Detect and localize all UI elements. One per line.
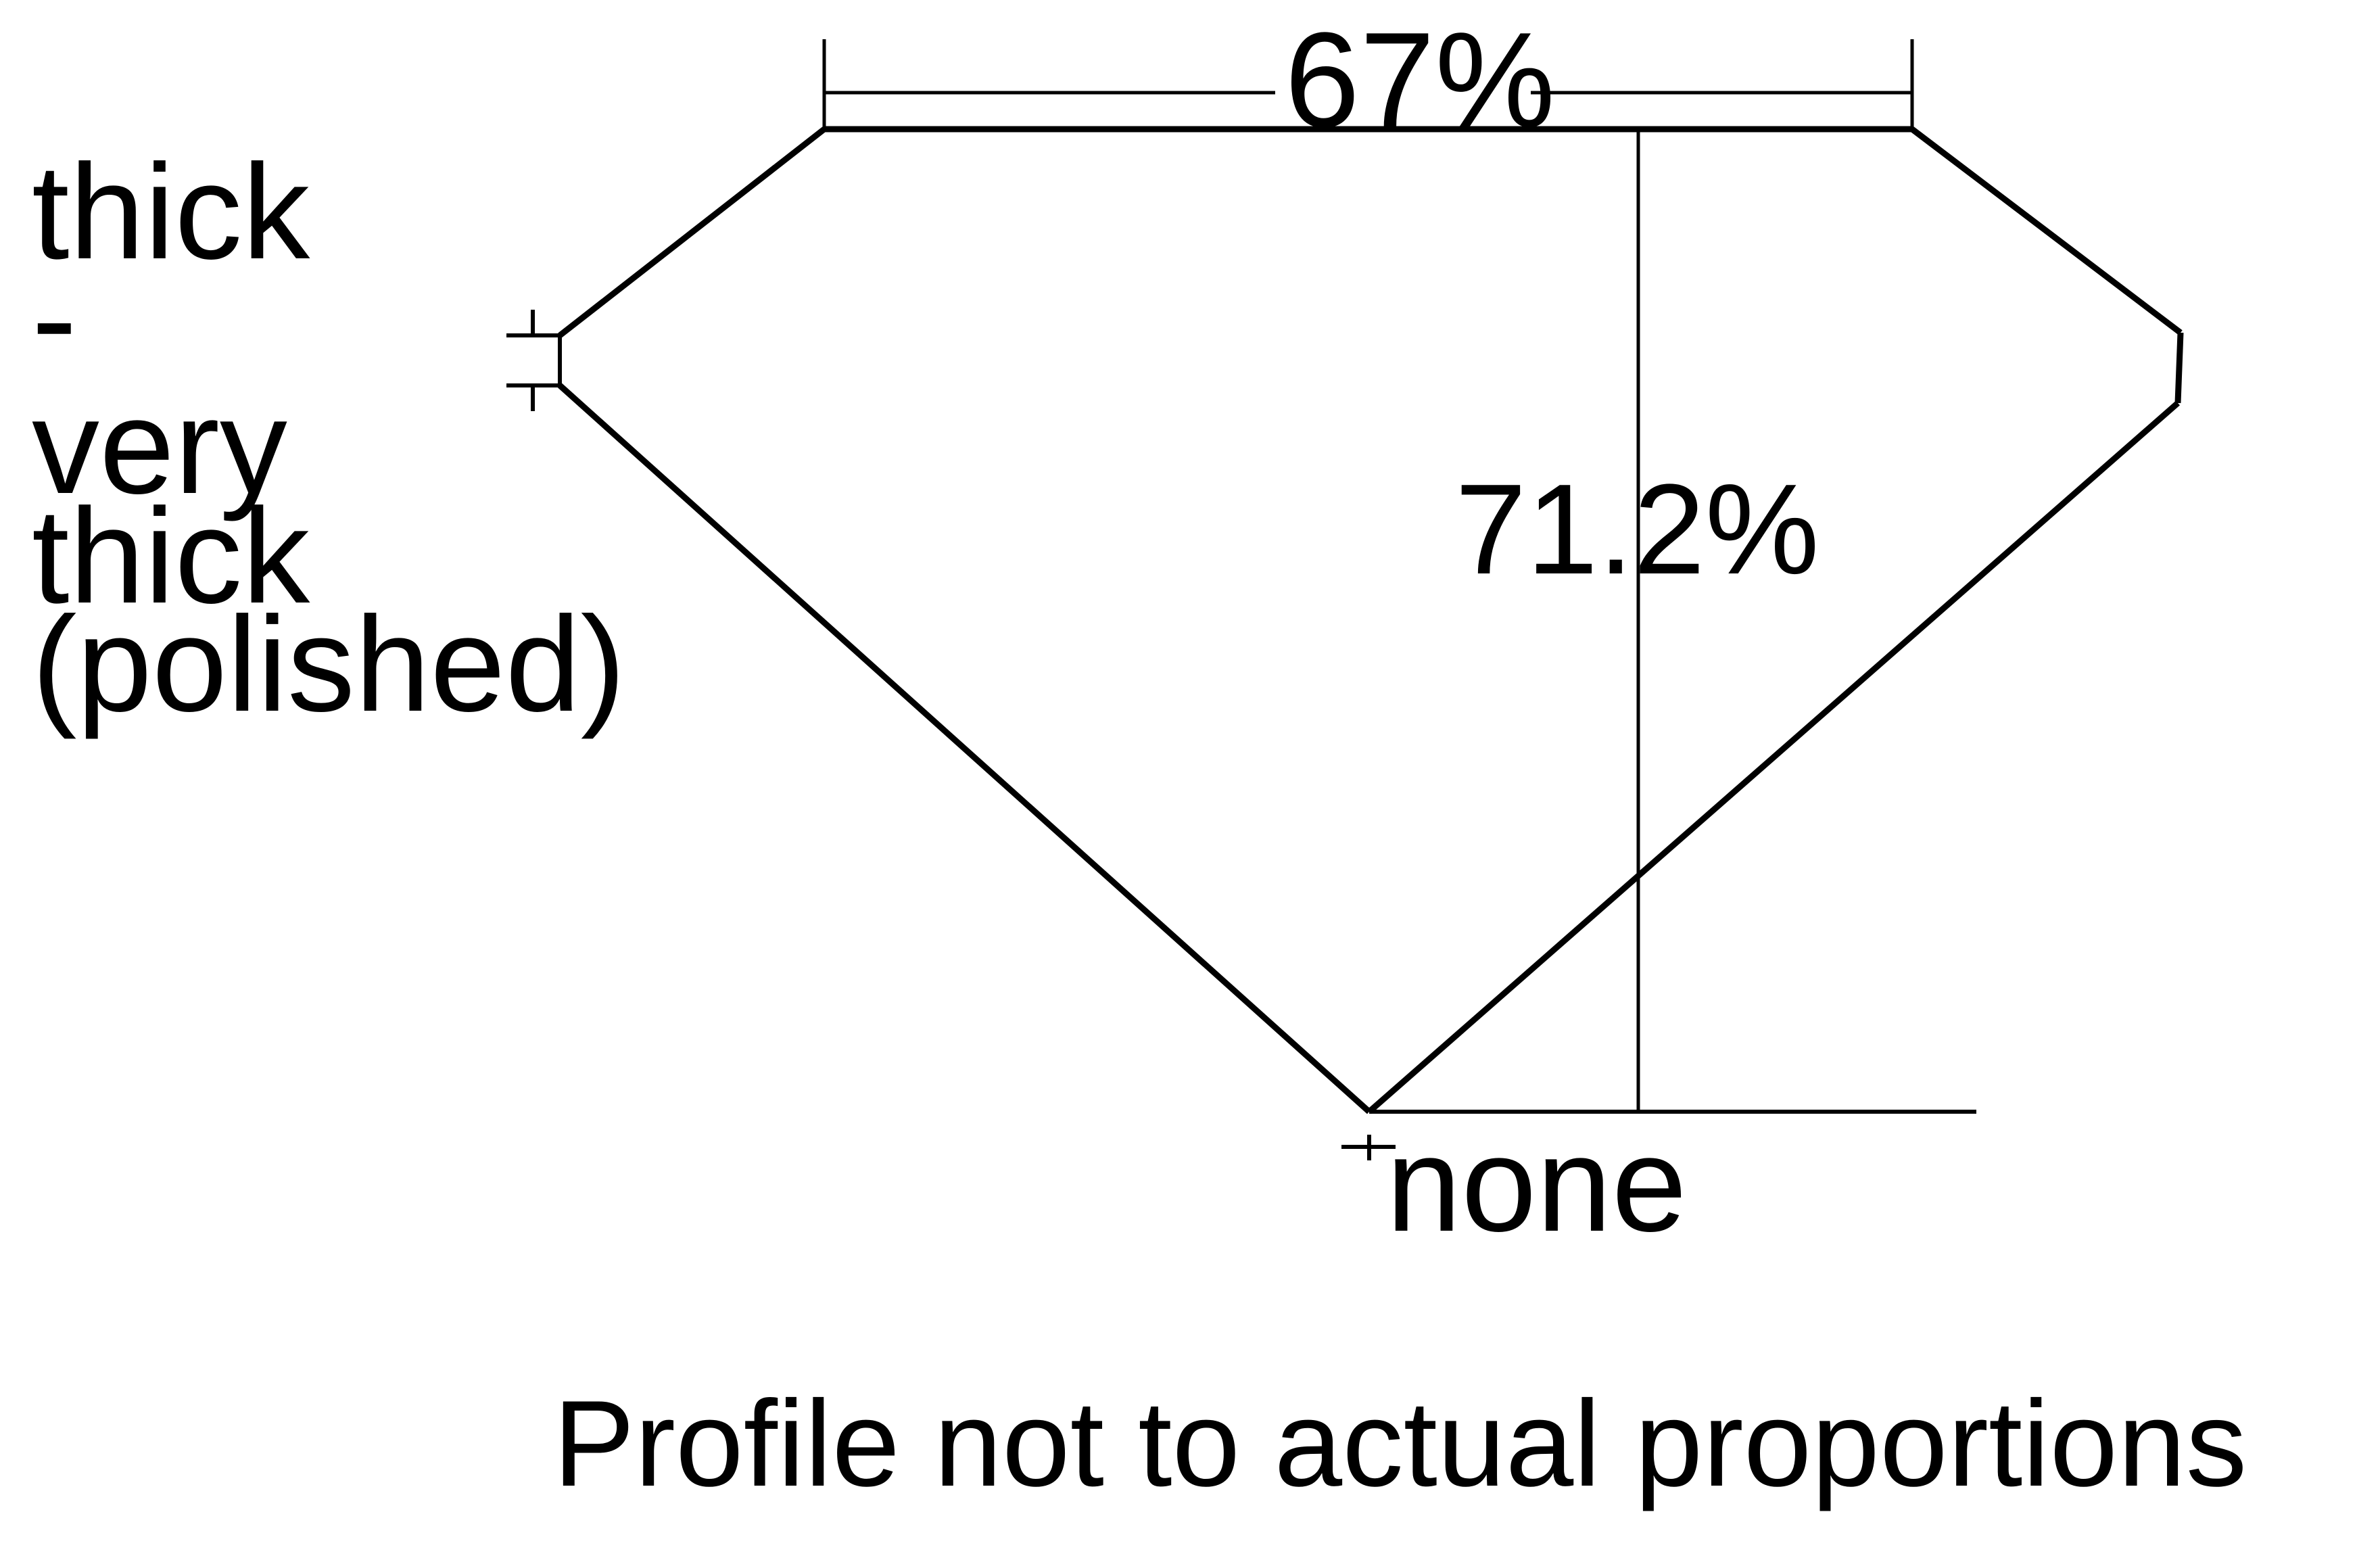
svg-text:71.2%: 71.2%	[1455, 458, 1819, 601]
svg-text:67%: 67%	[1285, 5, 1555, 156]
svg-text:(polished): (polished)	[32, 589, 625, 740]
svg-text:Profile not to actual proporti: Profile not to actual proportions	[553, 1375, 2247, 1512]
svg-text:none: none	[1386, 1109, 1687, 1260]
